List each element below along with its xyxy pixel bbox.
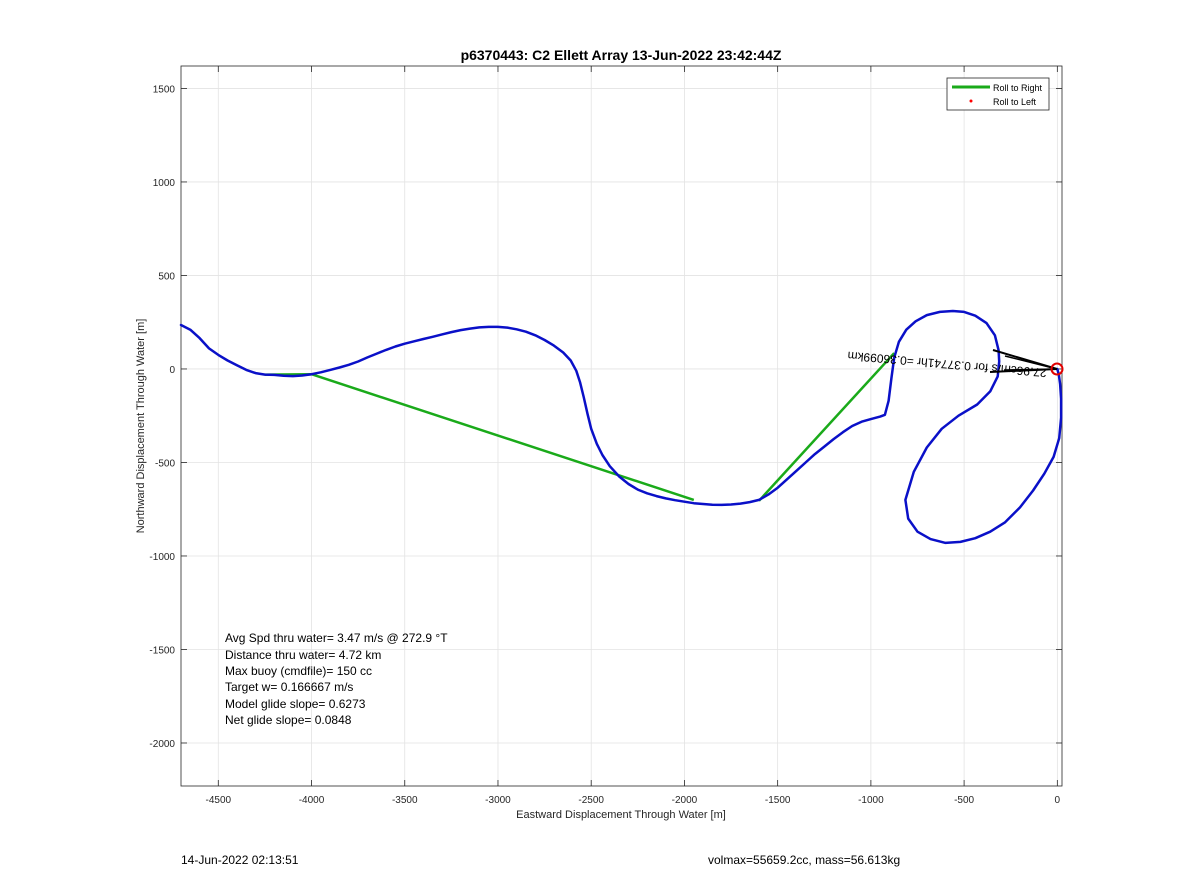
x-tick-label: -2000 bbox=[672, 795, 698, 806]
glider-track-line bbox=[179, 309, 1063, 545]
stat-target-w: Target w= 0.166667 m/s bbox=[225, 680, 353, 694]
x-tick-label: -3000 bbox=[485, 795, 511, 806]
legend-box bbox=[946, 77, 1050, 111]
x-axis-label: Eastward Displacement Through Water [m] bbox=[516, 809, 726, 821]
y-tick-label: 0 bbox=[169, 365, 175, 376]
footer-timestamp: 14-Jun-2022 02:13:51 bbox=[181, 853, 299, 867]
depth-avg-current-vectors bbox=[989, 349, 1058, 373]
legend-label-roll-left: Roll to Left bbox=[993, 97, 1037, 107]
y-tick-label: -2000 bbox=[149, 739, 175, 750]
current-vector-line bbox=[1003, 368, 1058, 371]
x-tick-label: -500 bbox=[954, 795, 974, 806]
current-vector-line bbox=[1004, 355, 1058, 370]
footer-vehicle-info: volmax=55659.2cc, mass=56.613kg bbox=[708, 853, 901, 867]
y-axis-ticks: 1500 1000 500 0 -500 -1000 -1500 -2000 bbox=[149, 84, 1062, 750]
y-tick-label: 1000 bbox=[153, 178, 176, 189]
grid-lines bbox=[181, 66, 1062, 786]
stat-model-glide-slope: Model glide slope= 0.6273 bbox=[225, 697, 366, 711]
endpoint-marker bbox=[1050, 362, 1064, 376]
x-tick-label: 0 bbox=[1055, 795, 1061, 806]
y-axis-label: Northward Displacement Through Water [m] bbox=[135, 319, 147, 534]
y-tick-label: 500 bbox=[158, 271, 175, 282]
stat-avg-speed: Avg Spd thru water= 3.47 m/s @ 272.9 °T bbox=[225, 631, 448, 645]
legend-swatch-roll-left bbox=[969, 99, 973, 103]
x-tick-label: -1000 bbox=[858, 795, 884, 806]
stat-max-buoy: Max buoy (cmdfile)= 150 cc bbox=[225, 664, 372, 678]
x-axis-ticks: -4500 -4000 -3500 -3000 -2500 -2000 -1500 -1000… bbox=[206, 66, 1061, 806]
x-tick-label: -1500 bbox=[765, 795, 791, 806]
legend: Roll to Right Roll to Left bbox=[946, 77, 1050, 111]
roll-right-segment bbox=[264, 372, 695, 502]
x-tick-label: -4500 bbox=[206, 795, 232, 806]
stats-annotations: Avg Spd thru water= 3.47 m/s @ 272.9 °T … bbox=[225, 631, 448, 727]
x-tick-label: -3500 bbox=[392, 795, 418, 806]
roll-right-segment bbox=[758, 352, 896, 502]
stat-distance: Distance thru water= 4.72 km bbox=[225, 648, 381, 662]
chart-title: p6370443: C2 Ellett Array 13-Jun-2022 23… bbox=[461, 47, 782, 63]
series-layer bbox=[179, 309, 1063, 545]
current-annotation: 27.96cm/s for 0.37741hr =0.36099km bbox=[847, 349, 1047, 380]
y-tick-label: -1500 bbox=[149, 645, 175, 656]
legend-label-roll-right: Roll to Right bbox=[993, 83, 1043, 93]
y-tick-label: -500 bbox=[155, 458, 175, 469]
stat-net-glide-slope: Net glide slope= 0.0848 bbox=[225, 713, 352, 727]
x-tick-label: -4000 bbox=[299, 795, 325, 806]
y-tick-label: 1500 bbox=[153, 84, 176, 95]
plot-area-frame bbox=[180, 65, 1063, 787]
y-tick-label: -1000 bbox=[149, 552, 175, 563]
x-tick-label: -2500 bbox=[578, 795, 604, 806]
